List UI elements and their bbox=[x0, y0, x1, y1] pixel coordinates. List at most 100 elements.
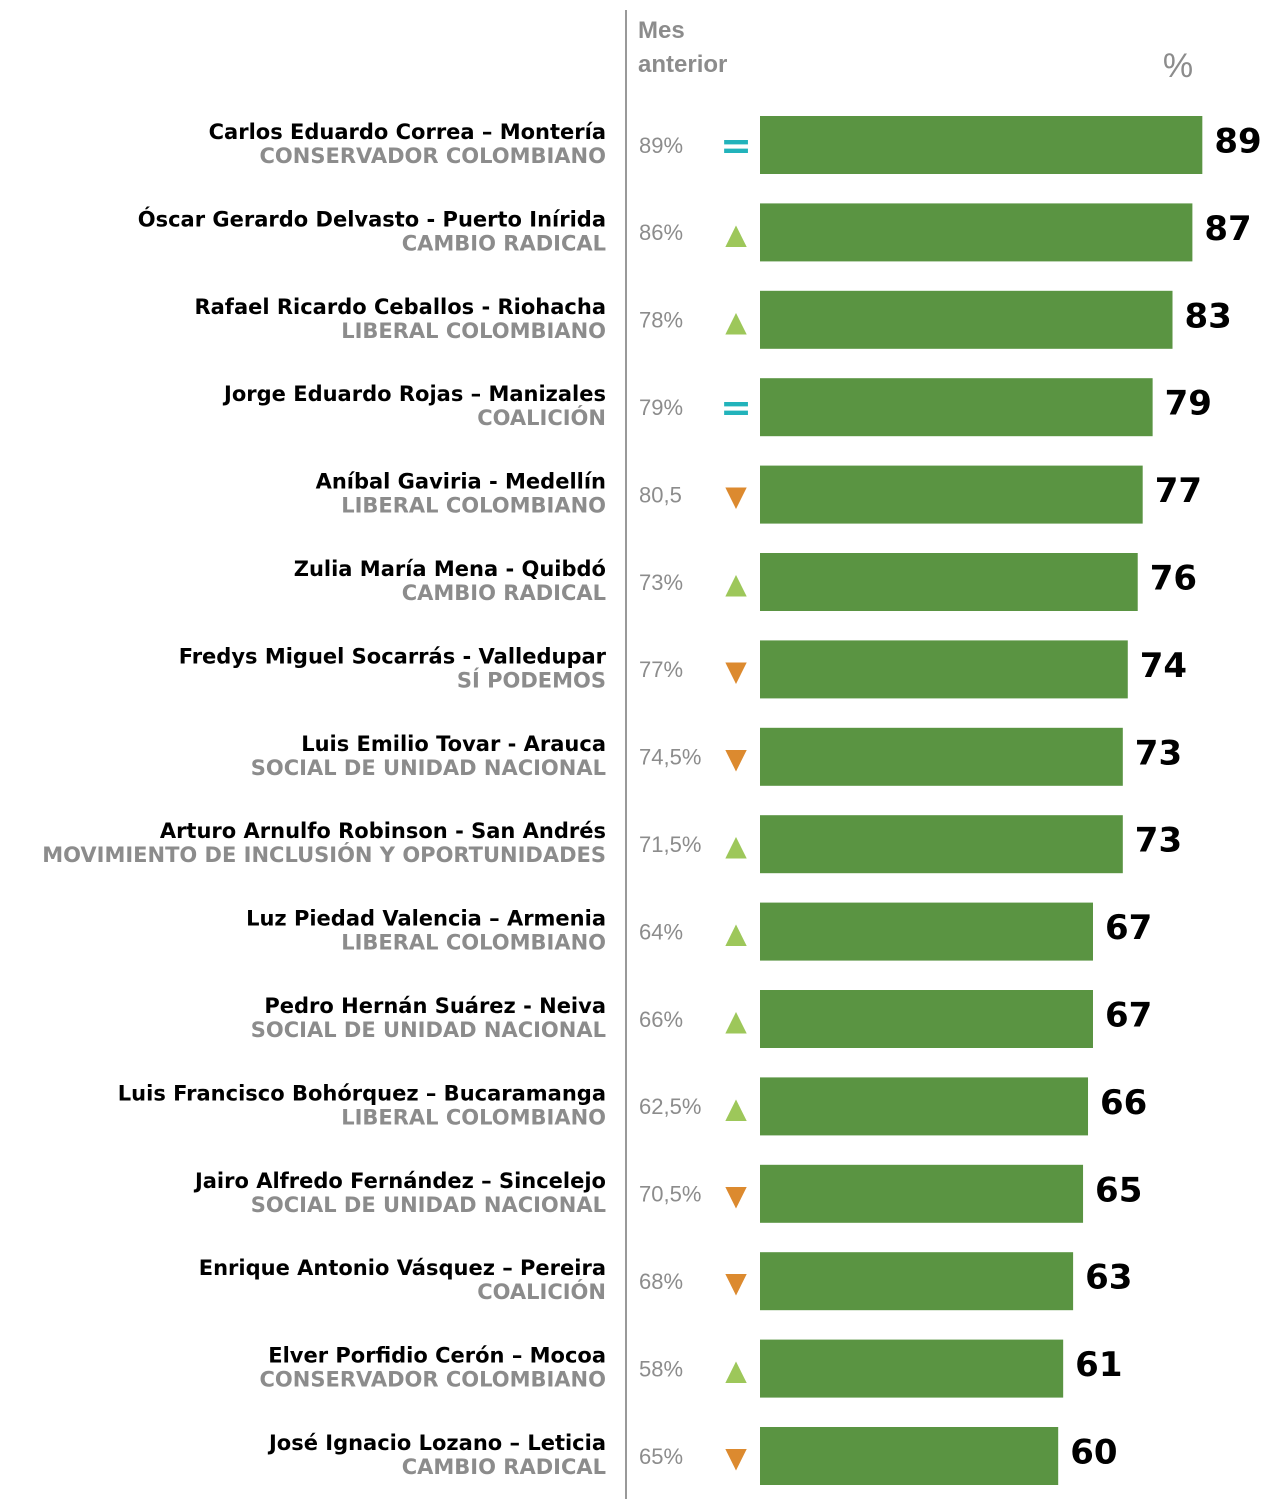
bar bbox=[760, 378, 1153, 437]
value-label: 63 bbox=[1085, 1258, 1132, 1298]
previous-value: 73% bbox=[639, 570, 683, 595]
trend-icon: ▲ bbox=[725, 567, 747, 600]
party-name: CONSERVADOR COLOMBIANO bbox=[260, 1368, 606, 1392]
bar bbox=[760, 465, 1143, 524]
candidate-name: Fredys Miguel Socarrás - Valledupar bbox=[179, 644, 607, 668]
trend-icon: ▲ bbox=[725, 1354, 747, 1387]
candidate-name: Aníbal Gaviria - Medellín bbox=[316, 470, 606, 494]
value-label: 66 bbox=[1100, 1083, 1147, 1123]
value-label: 77 bbox=[1155, 471, 1202, 511]
previous-value: 74,5% bbox=[639, 745, 701, 770]
candidate-name: Enrique Antonio Vásquez – Pereira bbox=[199, 1256, 606, 1280]
party-name: CAMBIO RADICAL bbox=[402, 1455, 606, 1479]
unit-label: % bbox=[1163, 47, 1193, 85]
candidate-name: Luis Francisco Bohórquez – Bucaramanga bbox=[118, 1081, 606, 1105]
candidate-name: Arturo Arnulfo Robinson - San Andrés bbox=[160, 819, 606, 843]
bar bbox=[760, 1339, 1064, 1398]
party-name: SOCIAL DE UNIDAD NACIONAL bbox=[251, 756, 606, 780]
bar bbox=[760, 990, 1093, 1048]
bar bbox=[760, 640, 1128, 699]
bar bbox=[760, 290, 1173, 349]
trend-icon: ▲ bbox=[725, 917, 747, 950]
party-name: SOCIAL DE UNIDAD NACIONAL bbox=[251, 1193, 606, 1217]
bar bbox=[760, 553, 1138, 611]
previous-value: 62,5% bbox=[639, 1094, 701, 1119]
value-label: 73 bbox=[1135, 733, 1182, 773]
party-name: COALICIÓN bbox=[477, 1279, 606, 1304]
candidate-name: Elver Porfidio Cerón – Mocoa bbox=[268, 1344, 606, 1368]
trend-icon: ▲ bbox=[725, 1091, 747, 1124]
bar bbox=[760, 116, 1203, 174]
trend-icon: ▲ bbox=[725, 305, 747, 338]
bar bbox=[760, 727, 1123, 786]
candidate-name: Carlos Eduardo Correa – Montería bbox=[209, 120, 606, 144]
trend-icon: ▼ bbox=[725, 1179, 747, 1212]
trend-icon: ▲ bbox=[725, 217, 747, 250]
trend-icon: ▼ bbox=[725, 654, 747, 687]
candidate-name: José Ignacio Lozano – Leticia bbox=[267, 1431, 606, 1455]
previous-value: 68% bbox=[639, 1269, 683, 1294]
value-label: 74 bbox=[1140, 646, 1187, 686]
value-label: 83 bbox=[1185, 296, 1232, 336]
value-label: 67 bbox=[1105, 908, 1152, 948]
previous-value: 78% bbox=[639, 308, 683, 333]
value-label: 87 bbox=[1204, 209, 1251, 249]
value-label: 60 bbox=[1070, 1433, 1117, 1473]
trend-icon: ▼ bbox=[725, 742, 747, 775]
party-name: LIBERAL COLOMBIANO bbox=[341, 319, 606, 343]
party-name: SÍ PODEMOS bbox=[457, 667, 606, 692]
candidate-name: Luz Piedad Valencia – Armenia bbox=[246, 907, 606, 931]
party-name: CAMBIO RADICAL bbox=[402, 231, 606, 255]
bar bbox=[760, 1427, 1059, 1485]
bar bbox=[760, 203, 1193, 262]
bar bbox=[760, 1252, 1074, 1311]
previous-value: 80,5 bbox=[639, 482, 682, 507]
candidate-name: Rafael Ricardo Ceballos - Riohacha bbox=[194, 295, 606, 319]
value-label: 65 bbox=[1095, 1170, 1142, 1210]
previous-value: 70,5% bbox=[639, 1182, 701, 1207]
bar bbox=[760, 1077, 1089, 1136]
previous-header-text: Mes anterior bbox=[638, 17, 728, 78]
candidate-name: Zulia María Mena - Quibdó bbox=[294, 557, 606, 581]
bar bbox=[760, 902, 1093, 961]
value-label: 67 bbox=[1105, 996, 1152, 1036]
previous-value: 71,5% bbox=[639, 832, 701, 857]
value-label: 76 bbox=[1150, 559, 1197, 599]
trend-icon: ▼ bbox=[725, 1441, 747, 1474]
trend-icon: = bbox=[720, 386, 752, 430]
candidate-name: Jorge Eduardo Rojas – Manizales bbox=[222, 382, 606, 406]
previous-value: 64% bbox=[639, 919, 683, 944]
value-label: 89 bbox=[1214, 122, 1261, 162]
value-label: 61 bbox=[1075, 1345, 1122, 1385]
party-name: SOCIAL DE UNIDAD NACIONAL bbox=[251, 1018, 606, 1042]
candidate-name: Óscar Gerardo Delvasto - Puerto Inírida bbox=[138, 206, 606, 231]
value-label: 73 bbox=[1135, 821, 1182, 861]
trend-icon: ▼ bbox=[725, 1266, 747, 1299]
candidate-name: Pedro Hernán Suárez - Neiva bbox=[264, 994, 606, 1018]
party-name: MOVIMIENTO DE INCLUSIÓN Y OPORTUNIDADES bbox=[42, 842, 606, 867]
trend-icon: ▼ bbox=[725, 480, 747, 513]
previous-value: 66% bbox=[639, 1007, 683, 1032]
previous-value: 58% bbox=[639, 1356, 683, 1381]
bar bbox=[760, 1164, 1084, 1223]
party-name: COALICIÓN bbox=[477, 405, 606, 430]
party-name: CAMBIO RADICAL bbox=[402, 581, 606, 605]
trend-icon: ▲ bbox=[725, 829, 747, 862]
party-name: CONSERVADOR COLOMBIANO bbox=[260, 144, 606, 168]
trend-icon: ▲ bbox=[725, 1004, 747, 1037]
trend-icon: = bbox=[720, 124, 752, 168]
previous-value: 79% bbox=[639, 395, 683, 420]
candidate-name: Luis Emilio Tovar - Arauca bbox=[301, 732, 606, 756]
previous-value: 77% bbox=[639, 657, 683, 682]
previous-value: 65% bbox=[639, 1444, 683, 1469]
party-name: LIBERAL COLOMBIANO bbox=[341, 494, 606, 518]
value-label: 79 bbox=[1165, 384, 1212, 424]
bar bbox=[760, 815, 1123, 874]
candidate-name: Jairo Alfredo Fernández – Sincelejo bbox=[193, 1169, 606, 1193]
previous-value: 86% bbox=[639, 220, 683, 245]
party-name: LIBERAL COLOMBIANO bbox=[341, 1105, 606, 1129]
party-name: LIBERAL COLOMBIANO bbox=[341, 931, 606, 955]
previous-header: Mes anterior bbox=[638, 17, 728, 78]
